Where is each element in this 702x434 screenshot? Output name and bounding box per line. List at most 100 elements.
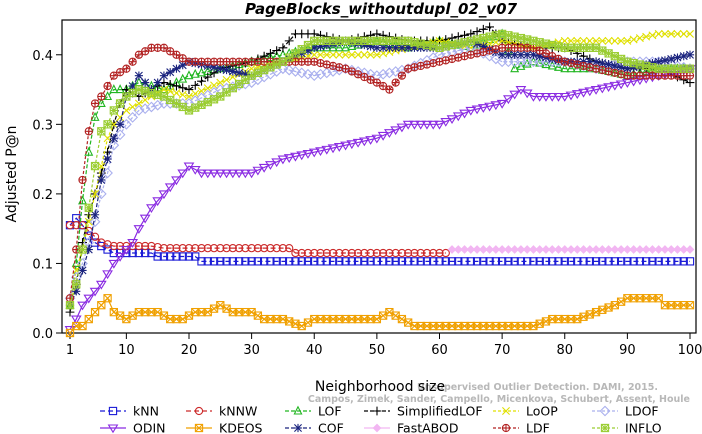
data-point-ldf	[85, 127, 93, 135]
data-point-odin	[415, 120, 427, 130]
data-point-inflo	[360, 36, 369, 45]
data-point-kdeos	[91, 308, 100, 317]
data-point-odin	[346, 140, 358, 150]
data-point-loop	[592, 36, 601, 45]
series-line-loop	[69, 33, 690, 306]
data-point-cof	[673, 53, 682, 62]
data-point-knnw	[410, 248, 419, 258]
data-point-cof	[172, 64, 181, 73]
data-point-fastabod	[622, 245, 632, 254]
data-point-lof	[184, 70, 194, 80]
data-point-inflo	[491, 31, 500, 40]
data-point-lof	[178, 73, 188, 83]
data-point-fastabod	[535, 245, 545, 254]
data-point-lof	[84, 146, 94, 156]
data-point-inflo	[166, 95, 175, 104]
data-point-knn	[159, 252, 169, 261]
data-point-knnw	[153, 242, 162, 252]
data-point-inflo	[141, 87, 150, 96]
data-point-inflo	[216, 92, 225, 101]
data-point-simplifiedlof	[203, 72, 213, 82]
data-point-kdeos	[259, 314, 269, 324]
data-point-loop	[654, 29, 663, 38]
data-point-cof	[203, 61, 212, 71]
data-point-knnw	[391, 248, 400, 258]
data-point-kdeos	[172, 314, 181, 324]
data-point-kdeos	[66, 329, 74, 337]
data-point-kdeos	[560, 314, 569, 324]
data-point-inflo	[541, 39, 550, 48]
data-point-inflo	[266, 63, 275, 72]
data-point-knn	[497, 257, 507, 266]
data-point-kdeos	[272, 314, 281, 324]
data-point-fastabod	[504, 245, 513, 254]
data-point-loop	[686, 29, 694, 38]
data-point-cof	[166, 68, 175, 77]
data-point-ldof	[152, 99, 164, 111]
data-point-inflo	[610, 52, 619, 61]
data-point-loop	[360, 50, 369, 59]
data-point-inflo	[454, 39, 463, 48]
data-point-inflo	[448, 41, 457, 50]
data-point-lof	[347, 41, 357, 50]
data-point-fastabod	[547, 245, 557, 254]
data-point-odin	[208, 169, 220, 179]
data-point-kdeos	[635, 294, 645, 303]
data-point-simplifiedlof	[266, 48, 275, 58]
data-point-knn	[541, 257, 551, 266]
data-point-kdeos	[673, 301, 682, 310]
data-point-lof	[334, 42, 344, 52]
data-point-ldof	[95, 188, 107, 200]
data-point-kdeos	[166, 314, 175, 324]
data-point-knn	[679, 257, 688, 266]
data-point-ldf	[354, 70, 362, 78]
legend-item-odin: ODIN	[100, 421, 166, 434]
data-point-inflo	[560, 43, 569, 52]
data-point-cof	[591, 57, 601, 66]
data-point-odin	[77, 301, 88, 311]
data-point-odin	[139, 214, 151, 224]
data-point-odin	[484, 102, 495, 112]
data-point-knn	[579, 257, 588, 266]
data-point-knn	[272, 257, 281, 266]
data-point-kdeos	[147, 307, 156, 317]
data-point-simplifiedlof	[272, 46, 282, 56]
data-point-inflo	[366, 36, 375, 45]
data-point-cof	[84, 245, 93, 254]
data-point-kdeos	[660, 301, 670, 310]
data-point-knn	[247, 257, 256, 266]
data-point-inflo	[103, 120, 112, 129]
legend-marker-inflo	[601, 424, 609, 432]
data-point-ldof	[296, 67, 308, 79]
data-point-kdeos	[510, 321, 519, 331]
data-point-loop	[191, 89, 200, 98]
data-point-inflo	[310, 36, 319, 45]
data-point-cof	[322, 40, 331, 50]
data-point-loop	[366, 50, 375, 59]
data-point-cof	[379, 43, 388, 52]
data-point-knn	[222, 257, 231, 266]
series-inflo	[65, 29, 695, 310]
data-point-odin	[465, 106, 477, 116]
data-point-inflo	[228, 84, 237, 93]
data-point-knn	[372, 257, 382, 266]
data-point-kdeos	[84, 314, 93, 324]
data-point-knn	[422, 257, 432, 266]
data-point-knn	[435, 257, 444, 266]
data-point-odin	[265, 161, 276, 170]
data-point-knn	[629, 257, 638, 266]
data-point-cof	[604, 60, 613, 69]
data-point-inflo	[291, 49, 300, 58]
data-point-knn	[635, 257, 645, 266]
data-point-knnw	[184, 243, 194, 253]
data-point-loop	[141, 95, 150, 104]
data-point-ldof	[89, 216, 101, 228]
data-point-inflo	[260, 66, 269, 75]
data-point-ldof	[308, 70, 320, 82]
data-point-cof	[685, 50, 695, 59]
data-point-knn	[166, 252, 175, 261]
data-point-loop	[604, 36, 613, 45]
data-point-inflo	[567, 43, 575, 52]
data-point-fastabod	[466, 245, 476, 254]
plot-area: 1 10 20 30 40 50 60 70 80 90 100 0.0 0.1 0.2 0.3 0.4	[32, 19, 702, 358]
